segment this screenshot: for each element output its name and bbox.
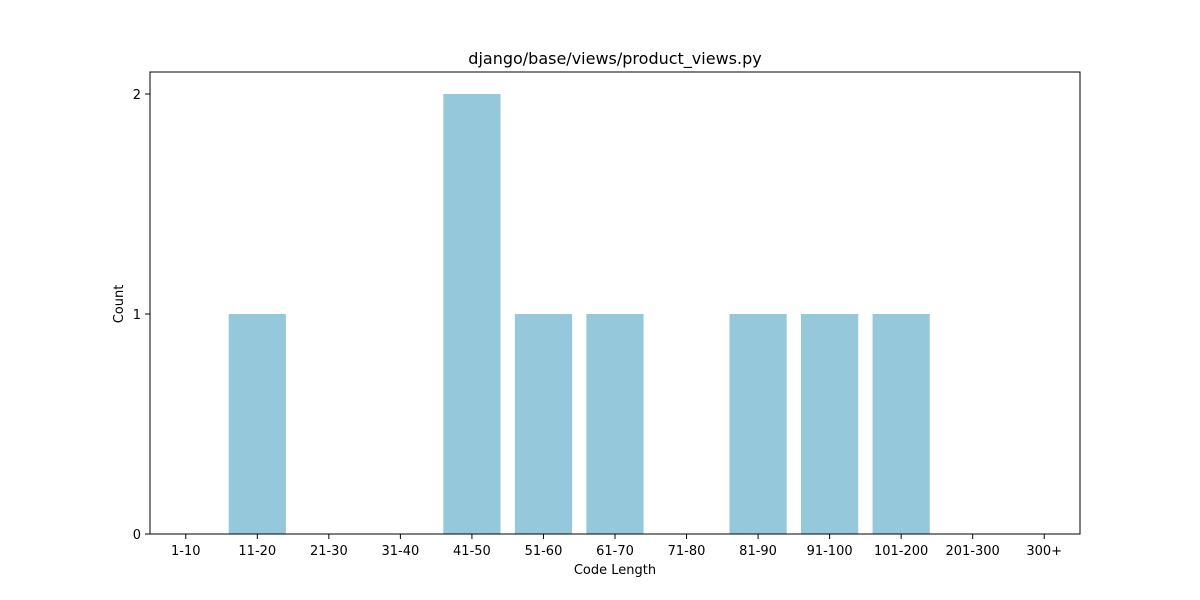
x-tick-label: 21-30 (310, 544, 348, 559)
x-tick-label: 1-10 (171, 544, 201, 559)
y-axis-ticks: 0 1 2 (133, 88, 150, 543)
x-axis-label: Code Length (574, 563, 656, 578)
x-tick-label: 81-90 (739, 544, 777, 559)
x-tick-label: 71-80 (668, 544, 706, 559)
bar-41-50 (443, 94, 501, 534)
bar-51-60 (514, 314, 573, 534)
x-tick-label: 91-100 (807, 544, 853, 559)
x-tick-label: 300+ (1026, 544, 1062, 559)
y-tick-label: 0 (133, 528, 141, 543)
x-tick-label: 41-50 (453, 544, 491, 559)
bars-group (228, 94, 930, 534)
x-tick-label: 51-60 (525, 544, 563, 559)
bar-11-20 (228, 314, 286, 534)
bar-81-90 (729, 314, 787, 534)
y-tick-label: 1 (133, 308, 141, 323)
x-axis-ticks: 1-10 11-20 21-30 31-40 41-50 51-60 61-70 71-80 8… (171, 534, 1062, 559)
x-tick-label: 101-200 (874, 544, 928, 559)
x-tick-label: 201-300 (946, 544, 1000, 559)
plot-frame (149, 71, 1081, 535)
bar-91-100 (801, 314, 859, 534)
y-tick-label: 2 (133, 88, 141, 103)
x-tick-label: 31-40 (381, 544, 419, 559)
bar-101-200 (872, 314, 930, 534)
x-tick-label: 11-20 (238, 544, 276, 559)
x-tick-label: 61-70 (596, 544, 634, 559)
y-axis-label: Count (112, 285, 127, 324)
bar-61-70 (586, 314, 644, 534)
chart-title: django/base/views/product_views.py (468, 49, 761, 69)
